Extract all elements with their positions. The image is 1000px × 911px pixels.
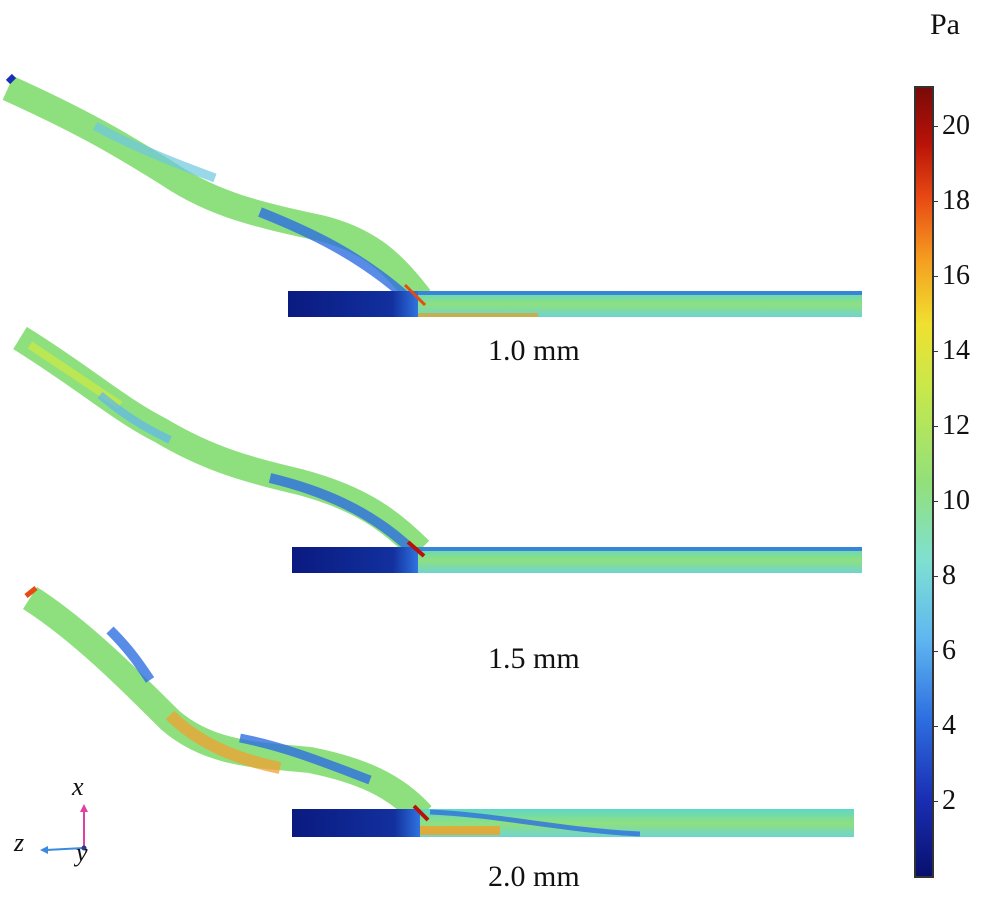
axis-x-label: x <box>72 772 84 801</box>
colorbar-tick-label: 20 <box>942 109 970 141</box>
colorbar-tick-mark <box>932 125 938 127</box>
colorbar-tick-mark <box>932 650 938 652</box>
colorbar-tick-label: 2 <box>942 784 956 816</box>
colorbar-tick-label: 16 <box>942 259 970 291</box>
colorbar-tick-mark <box>932 425 938 427</box>
colorbar-tick-mark <box>932 500 938 502</box>
colorbar-tick-label: 6 <box>942 634 956 666</box>
colorbar-tick-mark <box>932 800 938 802</box>
colorbar-tick-mark <box>932 725 938 727</box>
panel-3-vessel <box>22 586 854 837</box>
colorbar-tick-mark <box>932 275 938 277</box>
axis-z-label: z <box>14 828 25 857</box>
colorbar-unit: Pa <box>930 8 960 41</box>
colorbar-tick-mark <box>932 350 938 352</box>
colorbar <box>914 86 934 878</box>
colorbar-tick-mark <box>932 200 938 202</box>
panel-1-label: 1.0 mm <box>488 334 580 367</box>
panel-2-label: 1.5 mm <box>488 642 580 675</box>
colorbar-tick-label: 14 <box>942 334 970 366</box>
colorbar-tick-label: 8 <box>942 559 956 591</box>
colorbar-tick-label: 18 <box>942 184 970 216</box>
colorbar-tick-label: 4 <box>942 709 956 741</box>
panel-2-vessel <box>13 326 862 573</box>
colorbar-tick-label: 12 <box>942 409 970 441</box>
colorbar-fill <box>916 88 932 876</box>
panel-3-label: 2.0 mm <box>488 860 580 893</box>
axis-y-label: y <box>76 838 88 867</box>
axis-triad-icon <box>40 804 88 854</box>
panel-1-vessel <box>2 73 862 317</box>
colorbar-tick-label: 10 <box>942 484 970 516</box>
colorbar-tick-mark <box>932 575 938 577</box>
